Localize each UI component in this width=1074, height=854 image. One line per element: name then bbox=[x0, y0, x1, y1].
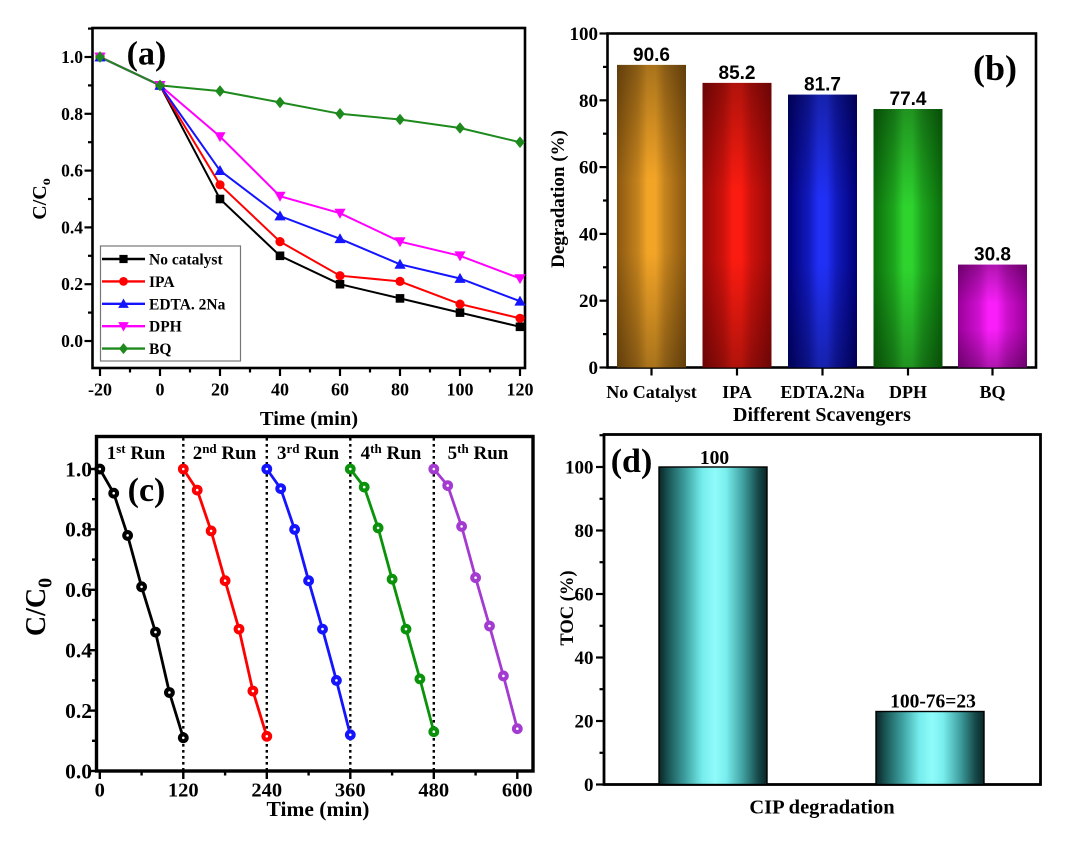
svg-text:0.2: 0.2 bbox=[61, 274, 83, 294]
svg-text:30.8: 30.8 bbox=[974, 245, 1011, 266]
svg-text:(b): (b) bbox=[973, 48, 1017, 88]
svg-text:0.2: 0.2 bbox=[65, 699, 92, 723]
svg-text:0: 0 bbox=[95, 780, 105, 802]
svg-text:0.0: 0.0 bbox=[65, 759, 92, 783]
svg-text:40: 40 bbox=[271, 380, 289, 400]
svg-text:100: 100 bbox=[570, 24, 599, 45]
svg-text:80: 80 bbox=[391, 380, 409, 400]
svg-text:90.6: 90.6 bbox=[633, 45, 670, 66]
svg-text:Degradation (%): Degradation (%) bbox=[548, 130, 569, 268]
svg-text:100: 100 bbox=[565, 458, 594, 479]
svg-text:480: 480 bbox=[418, 780, 449, 802]
svg-text:20: 20 bbox=[575, 712, 594, 733]
svg-text:No Catalyst: No Catalyst bbox=[606, 382, 697, 402]
svg-text:80: 80 bbox=[575, 521, 594, 542]
svg-text:EDTA.2Na: EDTA.2Na bbox=[780, 382, 864, 402]
svg-text:20: 20 bbox=[211, 380, 229, 400]
svg-text:360: 360 bbox=[335, 780, 366, 802]
svg-text:No catalyst: No catalyst bbox=[149, 252, 223, 269]
svg-text:120: 120 bbox=[168, 780, 199, 802]
svg-text:3rd Run: 3rd Run bbox=[277, 441, 340, 464]
svg-text:0.8: 0.8 bbox=[61, 104, 83, 124]
svg-text:BQ: BQ bbox=[149, 341, 171, 358]
svg-text:0.4: 0.4 bbox=[65, 639, 92, 663]
svg-text:100: 100 bbox=[700, 448, 729, 469]
svg-text:0.6: 0.6 bbox=[61, 161, 83, 181]
svg-text:0: 0 bbox=[584, 775, 594, 796]
svg-text:100: 100 bbox=[447, 380, 474, 400]
svg-text:(c): (c) bbox=[128, 472, 166, 509]
svg-text:40: 40 bbox=[579, 224, 598, 245]
svg-text:85.2: 85.2 bbox=[719, 63, 756, 84]
svg-text:(d): (d) bbox=[611, 443, 653, 480]
svg-text:0.4: 0.4 bbox=[61, 217, 83, 237]
svg-text:600: 600 bbox=[502, 780, 533, 802]
svg-text:BQ: BQ bbox=[979, 382, 1005, 402]
svg-text:4th Run: 4th Run bbox=[361, 441, 422, 464]
svg-text:-20: -20 bbox=[88, 380, 112, 400]
svg-text:77.4: 77.4 bbox=[890, 89, 927, 110]
svg-text:81.7: 81.7 bbox=[804, 75, 841, 96]
svg-text:1.0: 1.0 bbox=[65, 457, 92, 481]
svg-text:20: 20 bbox=[579, 291, 598, 312]
svg-text:100-76=23: 100-76=23 bbox=[890, 692, 976, 713]
svg-text:40: 40 bbox=[575, 648, 594, 669]
svg-text:Different Scavengers: Different Scavengers bbox=[733, 404, 911, 426]
svg-text:0.8: 0.8 bbox=[65, 518, 92, 542]
svg-text:IPA: IPA bbox=[722, 382, 752, 402]
svg-text:120: 120 bbox=[507, 380, 534, 400]
svg-text:1.0: 1.0 bbox=[61, 47, 83, 67]
svg-text:(a): (a) bbox=[127, 36, 167, 73]
svg-text:60: 60 bbox=[575, 585, 594, 606]
svg-text:240: 240 bbox=[251, 780, 282, 802]
svg-text:60: 60 bbox=[579, 158, 598, 179]
svg-text:0: 0 bbox=[156, 380, 165, 400]
svg-text:0.6: 0.6 bbox=[65, 578, 92, 602]
svg-text:Time (min): Time (min) bbox=[260, 408, 358, 430]
svg-text:0: 0 bbox=[589, 358, 599, 379]
svg-text:5th Run: 5th Run bbox=[448, 441, 509, 464]
svg-text:60: 60 bbox=[331, 380, 349, 400]
svg-text:EDTA. 2Na: EDTA. 2Na bbox=[149, 296, 226, 313]
svg-text:TOC (%): TOC (%) bbox=[558, 570, 578, 645]
svg-text:80: 80 bbox=[579, 91, 598, 112]
svg-text:IPA: IPA bbox=[149, 274, 175, 291]
svg-text:CIP degradation: CIP degradation bbox=[749, 797, 895, 819]
svg-text:DPH: DPH bbox=[149, 319, 182, 336]
svg-text:Time (min): Time (min) bbox=[267, 797, 370, 821]
svg-text:0.0: 0.0 bbox=[61, 331, 83, 351]
svg-text:1st Run: 1st Run bbox=[107, 441, 166, 464]
svg-text:DPH: DPH bbox=[889, 382, 927, 402]
